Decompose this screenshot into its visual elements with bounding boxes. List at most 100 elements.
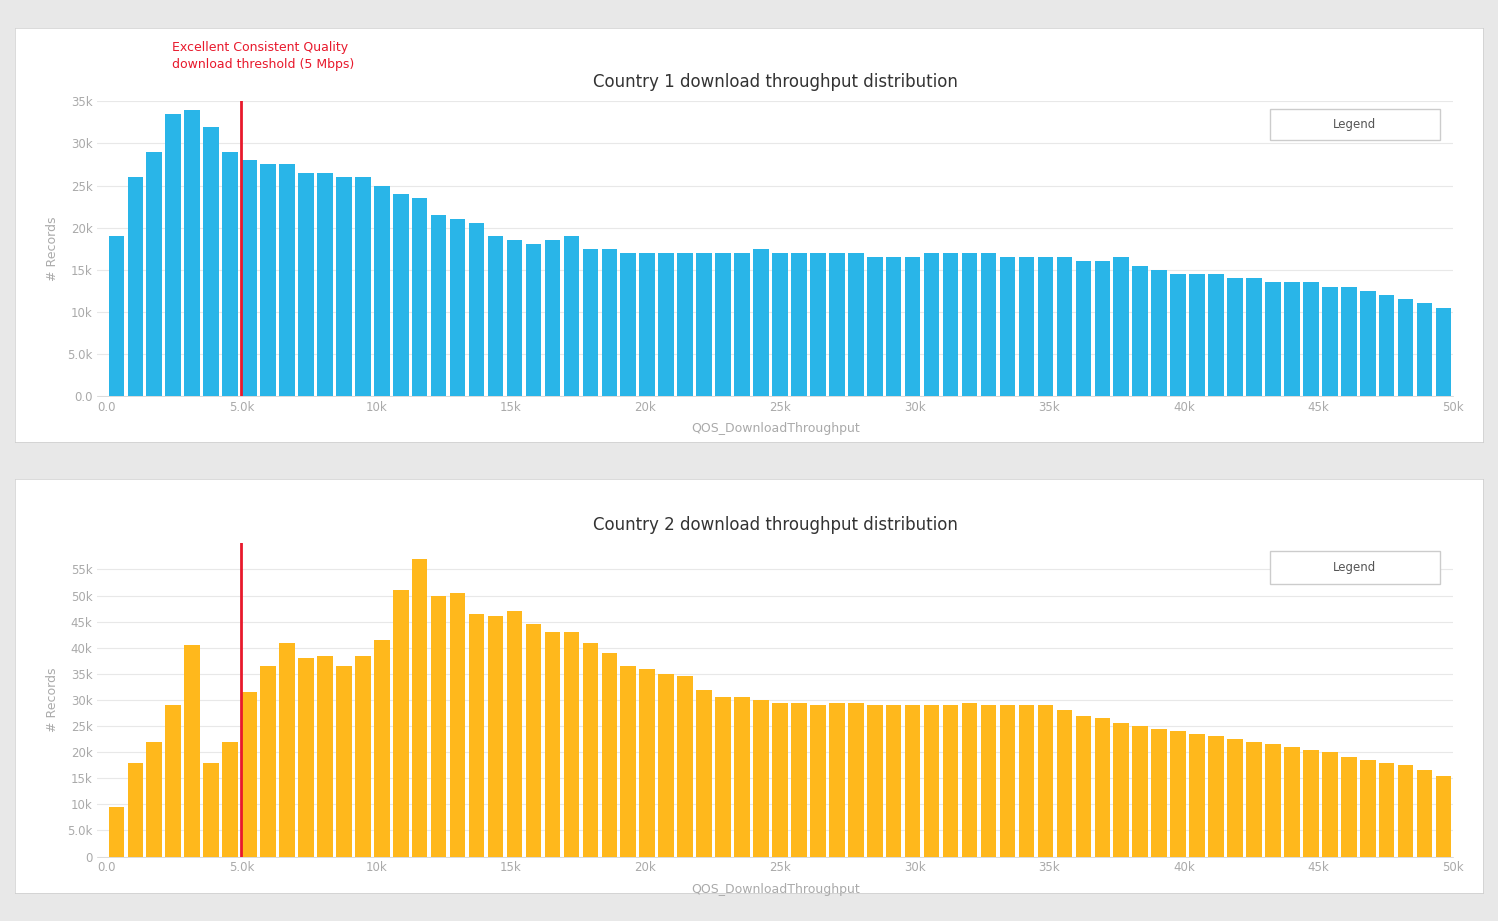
Bar (828, 703, 845, 857)
Bar (810, 705, 825, 857)
X-axis label: QOS_DownloadThroughput: QOS_DownloadThroughput (691, 882, 860, 896)
Text: Legend: Legend (1333, 118, 1377, 131)
Bar (1019, 705, 1034, 857)
Bar (431, 596, 446, 857)
Bar (1056, 257, 1073, 396)
FancyBboxPatch shape (1270, 109, 1440, 140)
Bar (640, 669, 655, 857)
Bar (1038, 257, 1053, 396)
Bar (716, 697, 731, 857)
Bar (261, 666, 276, 857)
Bar (999, 257, 1016, 396)
Bar (336, 177, 352, 396)
Bar (1360, 291, 1375, 396)
Y-axis label: # Records: # Records (46, 216, 58, 281)
Bar (298, 173, 313, 396)
Bar (563, 632, 580, 857)
Bar (1019, 257, 1034, 396)
Bar (924, 705, 939, 857)
Bar (241, 160, 256, 396)
Bar (279, 643, 295, 857)
Bar (771, 703, 788, 857)
Bar (620, 253, 637, 396)
Bar (962, 703, 977, 857)
Bar (1038, 705, 1053, 857)
Bar (659, 674, 674, 857)
Bar (1189, 734, 1204, 857)
Bar (526, 624, 541, 857)
Bar (1398, 299, 1414, 396)
Bar (165, 705, 181, 857)
Bar (318, 173, 333, 396)
Bar (828, 253, 845, 396)
Bar (392, 194, 409, 396)
Bar (127, 763, 144, 857)
Bar (1398, 765, 1414, 857)
Bar (1076, 716, 1091, 857)
Bar (374, 185, 389, 396)
Bar (1266, 744, 1281, 857)
Bar (697, 690, 712, 857)
Text: download threshold (5 Mbps): download threshold (5 Mbps) (172, 58, 355, 71)
Bar (848, 703, 863, 857)
Bar (1076, 262, 1091, 396)
Bar (791, 703, 807, 857)
Bar (1323, 286, 1338, 396)
Bar (1095, 262, 1110, 396)
FancyBboxPatch shape (1270, 551, 1440, 584)
Bar (127, 177, 144, 396)
Bar (1170, 274, 1186, 396)
Bar (1417, 303, 1432, 396)
Bar (147, 152, 162, 396)
Bar (1227, 739, 1243, 857)
Bar (716, 253, 731, 396)
Bar (810, 253, 825, 396)
Bar (1266, 283, 1281, 396)
Bar (1132, 726, 1147, 857)
Bar (1056, 710, 1073, 857)
Bar (241, 693, 256, 857)
X-axis label: QOS_DownloadThroughput: QOS_DownloadThroughput (691, 422, 860, 436)
Bar (355, 177, 370, 396)
Bar (885, 705, 902, 857)
Bar (734, 253, 750, 396)
Bar (449, 593, 466, 857)
Bar (771, 253, 788, 396)
Bar (412, 198, 427, 396)
Bar (1303, 750, 1318, 857)
Bar (545, 632, 560, 857)
Bar (905, 257, 920, 396)
Y-axis label: # Records: # Records (46, 668, 58, 732)
Bar (1209, 737, 1224, 857)
Bar (1170, 731, 1186, 857)
Bar (1113, 724, 1129, 857)
Bar (942, 253, 959, 396)
Bar (867, 705, 882, 857)
Bar (640, 253, 655, 396)
Title: Country 1 download throughput distribution: Country 1 download throughput distributi… (593, 74, 957, 91)
Bar (620, 666, 637, 857)
Bar (753, 700, 768, 857)
Text: Legend: Legend (1333, 561, 1377, 574)
Bar (1095, 718, 1110, 857)
Bar (184, 646, 199, 857)
Bar (1132, 265, 1147, 396)
Bar (1189, 274, 1204, 396)
Bar (659, 253, 674, 396)
Bar (336, 666, 352, 857)
Bar (318, 656, 333, 857)
Bar (1284, 747, 1300, 857)
Bar (488, 616, 503, 857)
Bar (1152, 729, 1167, 857)
Bar (1284, 283, 1300, 396)
Bar (1209, 274, 1224, 396)
Bar (1303, 283, 1318, 396)
Bar (1435, 775, 1452, 857)
Bar (1246, 741, 1261, 857)
Bar (374, 640, 389, 857)
Bar (545, 240, 560, 396)
Bar (204, 126, 219, 396)
Bar (905, 705, 920, 857)
Bar (962, 253, 977, 396)
Bar (734, 697, 750, 857)
